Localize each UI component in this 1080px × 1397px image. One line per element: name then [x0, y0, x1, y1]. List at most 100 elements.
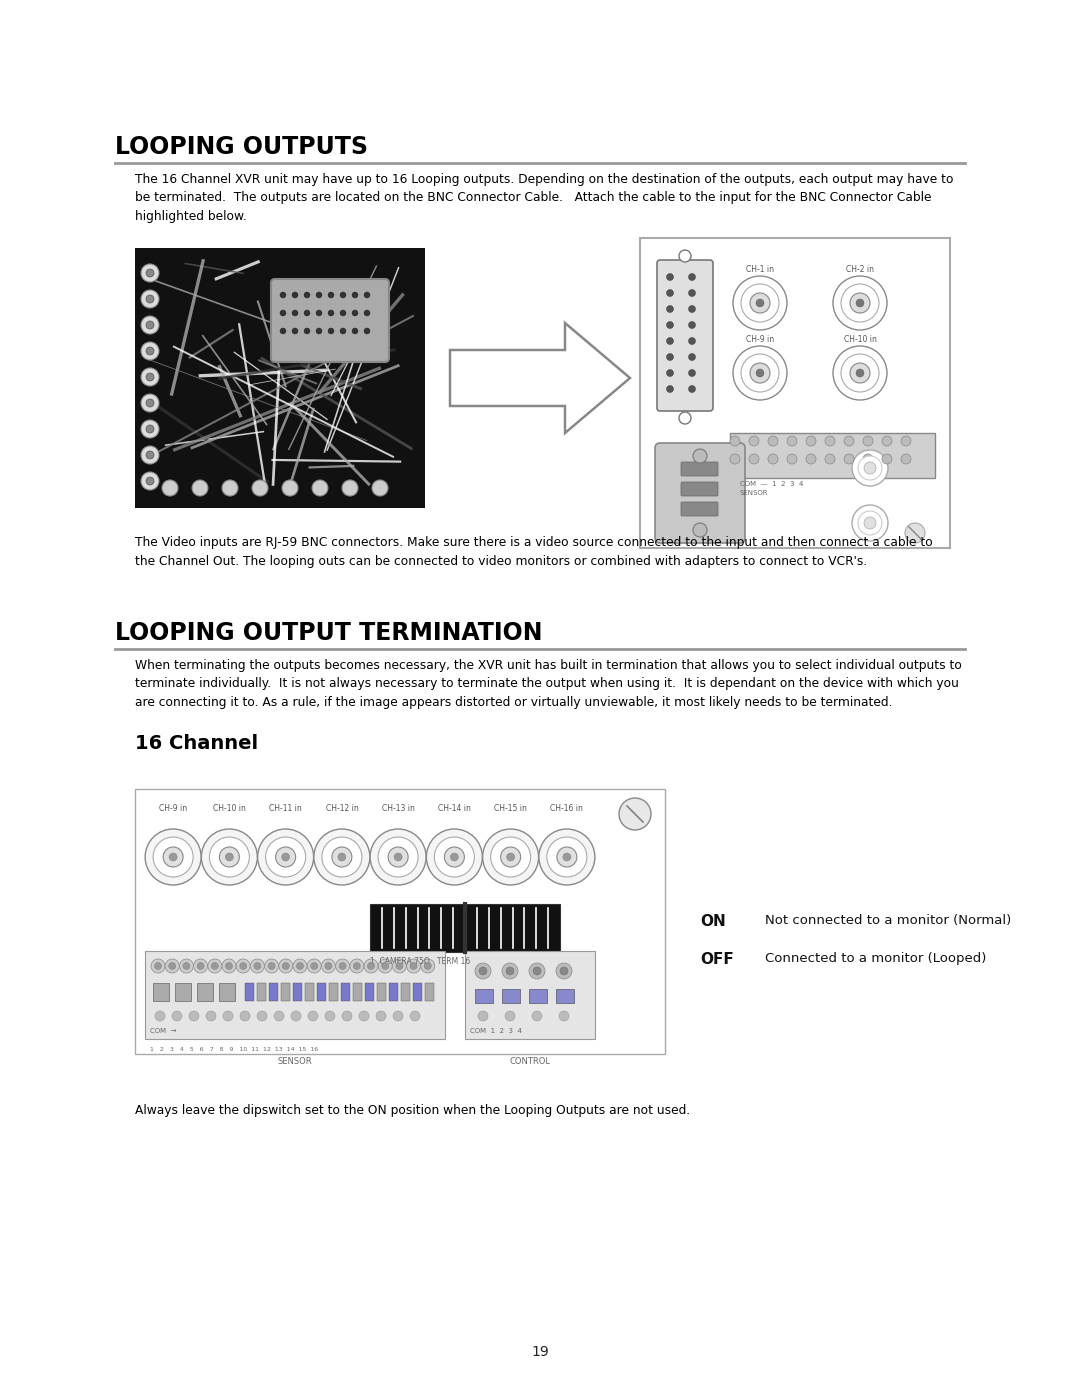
Circle shape [882, 454, 892, 464]
Circle shape [280, 292, 286, 298]
Circle shape [505, 1011, 515, 1021]
Circle shape [342, 481, 357, 496]
Circle shape [534, 967, 541, 975]
Circle shape [275, 847, 296, 868]
Circle shape [316, 292, 322, 298]
Circle shape [532, 1011, 542, 1021]
Bar [219, 983, 235, 1002]
Text: CH-11 in: CH-11 in [269, 805, 302, 813]
Circle shape [352, 292, 357, 298]
Bar [475, 989, 492, 1003]
Circle shape [165, 958, 179, 972]
Circle shape [843, 436, 854, 446]
Bar [556, 989, 573, 1003]
Circle shape [297, 963, 303, 970]
Circle shape [372, 481, 388, 496]
Bar [365, 983, 374, 1002]
Circle shape [325, 963, 332, 970]
Circle shape [141, 472, 159, 490]
Circle shape [376, 1011, 386, 1021]
Text: LOOPING OUTPUTS: LOOPING OUTPUTS [114, 136, 368, 159]
Bar [145, 951, 445, 1039]
Circle shape [833, 346, 887, 400]
Circle shape [146, 451, 154, 460]
Circle shape [266, 837, 306, 877]
Circle shape [396, 963, 403, 970]
Circle shape [364, 292, 370, 298]
Text: CH-14 in: CH-14 in [437, 805, 471, 813]
Circle shape [338, 854, 346, 861]
Circle shape [141, 367, 159, 386]
Text: The Video inputs are RJ-59 BNC connectors. Make sure there is a video source con: The Video inputs are RJ-59 BNC connector… [135, 536, 933, 567]
Circle shape [265, 958, 279, 972]
Polygon shape [450, 323, 630, 433]
Text: CH-9 in: CH-9 in [746, 335, 774, 344]
Circle shape [308, 1011, 318, 1021]
Circle shape [833, 277, 887, 330]
Circle shape [325, 1011, 335, 1021]
Circle shape [156, 1011, 165, 1021]
Bar [245, 983, 254, 1002]
Circle shape [850, 363, 870, 383]
Text: 1   2   3   4   5   6   7   8   9   10  11  12  13  14  15  16: 1 2 3 4 5 6 7 8 9 10 11 12 13 14 15 16 [150, 1046, 319, 1052]
Circle shape [825, 454, 835, 464]
Circle shape [340, 310, 346, 316]
Circle shape [559, 1011, 569, 1021]
FancyBboxPatch shape [654, 443, 745, 543]
Bar [269, 983, 278, 1002]
Circle shape [303, 310, 310, 316]
Circle shape [303, 292, 310, 298]
Circle shape [406, 958, 420, 972]
Circle shape [863, 436, 873, 446]
Circle shape [322, 958, 336, 972]
Circle shape [901, 436, 912, 446]
Circle shape [163, 847, 184, 868]
Circle shape [222, 1011, 233, 1021]
Circle shape [307, 958, 321, 972]
Circle shape [280, 310, 286, 316]
Text: The 16 Channel XVR unit may have up to 16 Looping outputs. Depending on the dest: The 16 Channel XVR unit may have up to 1… [135, 173, 954, 224]
Circle shape [502, 963, 518, 979]
Circle shape [507, 854, 515, 861]
Circle shape [192, 481, 208, 496]
Circle shape [258, 828, 313, 886]
Circle shape [410, 963, 417, 970]
Circle shape [450, 854, 458, 861]
Text: Connected to a monitor (Looped): Connected to a monitor (Looped) [765, 951, 986, 965]
Circle shape [410, 1011, 420, 1021]
Circle shape [183, 963, 190, 970]
Circle shape [392, 958, 406, 972]
Circle shape [282, 854, 289, 861]
Circle shape [311, 963, 318, 970]
Circle shape [843, 454, 854, 464]
Circle shape [689, 321, 696, 328]
Circle shape [292, 310, 298, 316]
Text: CH-1 in: CH-1 in [746, 265, 774, 274]
Circle shape [291, 1011, 301, 1021]
Bar [640, 237, 950, 548]
Circle shape [730, 436, 740, 446]
Circle shape [689, 274, 696, 281]
Circle shape [141, 394, 159, 412]
Circle shape [154, 963, 162, 970]
Circle shape [501, 847, 521, 868]
Circle shape [858, 455, 882, 481]
Text: COM  1  2  3  4: COM 1 2 3 4 [470, 1028, 522, 1034]
Circle shape [146, 373, 154, 381]
Circle shape [756, 369, 764, 377]
Bar [413, 983, 422, 1002]
Circle shape [252, 481, 268, 496]
Circle shape [864, 517, 876, 529]
Circle shape [352, 310, 357, 316]
Circle shape [378, 837, 418, 877]
Circle shape [750, 454, 759, 464]
Circle shape [141, 291, 159, 307]
Circle shape [364, 328, 370, 334]
Circle shape [507, 967, 514, 975]
Text: OFF: OFF [700, 951, 733, 967]
Circle shape [141, 420, 159, 439]
Circle shape [750, 363, 770, 383]
Circle shape [378, 958, 392, 972]
Circle shape [328, 328, 334, 334]
Circle shape [730, 454, 740, 464]
